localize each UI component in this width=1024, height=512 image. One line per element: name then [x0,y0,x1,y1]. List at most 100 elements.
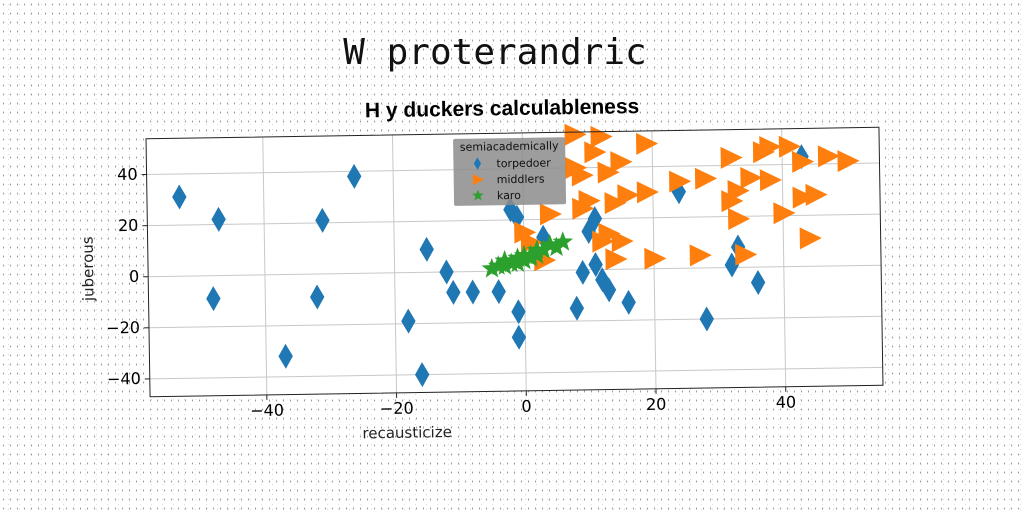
torpedoer-point [347,163,362,189]
karo-point [481,257,503,278]
legend-item-karo: karo [472,189,521,202]
karo-point [507,252,528,273]
torpedoer-point [750,269,766,295]
series-middlers [514,123,860,272]
x-tick-label: −40 [250,401,284,421]
y-grid-line [148,264,882,278]
legend-marker [473,157,482,170]
middlers-point [668,170,692,193]
legend-title: semiacademically [460,139,559,154]
torpedoer-point [511,324,527,350]
x-tick-label: 40 [776,393,797,412]
middlers-point [792,186,815,209]
torpedoer-point [621,289,636,315]
torpedoer-point [588,252,603,278]
middlers-point [759,136,782,159]
torpedoer-point [601,277,617,303]
x-axis-ticks: −40 −20 0 20 40 [250,386,797,421]
legend-item-middlers: middlers [472,173,545,187]
torpedoer-point [724,252,740,278]
legend-label: torpedoer [496,156,551,170]
middlers-point [604,192,627,215]
legend: semiacademically torpedoer middlers karo [453,137,567,206]
y-axis-label: juberous [79,236,98,302]
x-grid-line [781,128,787,387]
middlers-point [610,151,633,174]
middlers-point [778,135,801,158]
torpedoer-point [511,299,526,325]
torpedoer-point [401,308,416,334]
karo-point [546,236,567,257]
chart-title: H y duckers calculableness [365,95,640,122]
karo-point [494,250,515,270]
axes-frame [145,126,884,398]
karo-point [526,244,548,265]
middlers-point [611,230,634,253]
torpedoer-point [414,362,430,388]
middlers-point [799,227,822,250]
y-tick-label: −20 [106,318,140,338]
torpedoer-point [211,206,226,232]
figure-suptitle: W proterandric [343,32,647,73]
plot-area: H y duckers calculableness −40 −20 0 20 40 −… [79,95,884,442]
middlers-point [617,184,640,207]
middlers-point [689,244,712,267]
middlers-point [598,222,621,245]
torpedoer-point [575,259,590,285]
middlers-point [694,167,718,190]
middlers-point [597,161,620,184]
torpedoer-point [509,204,525,230]
y-axis-ticks: −40 −20 0 20 40 [106,165,150,389]
torpedoer-point [206,286,221,312]
y-grid-line [149,366,883,380]
legend-label: karo [497,189,521,202]
x-axis-label: recausticize [362,423,452,442]
middlers-point [539,203,562,226]
torpedoer-point [419,236,434,262]
middlers-point [759,169,782,192]
middlers-point [636,181,659,204]
torpedoer-point [439,259,454,285]
y-tick-label: 40 [117,165,138,184]
series-karo [481,231,574,278]
karo-point [520,247,541,267]
middlers-point [514,221,537,244]
legend-item-torpedoer: torpedoer [473,156,551,170]
x-grid-line [262,136,268,395]
torpedoer-point [465,279,481,305]
x-tick-label: 0 [521,397,531,416]
middlers-point [791,150,815,173]
middlers-point [817,145,840,168]
torpedoer-point [278,343,293,369]
y-tick-label: 0 [129,267,139,286]
torpedoer-point [569,295,585,321]
middlers-point [571,164,594,187]
karo-point [533,239,554,259]
legend-marker [472,174,484,186]
legend-label: middlers [497,173,545,187]
middlers-point [735,243,758,266]
middlers-point [740,166,763,189]
middlers-point [805,183,828,206]
middlers-point [837,150,860,173]
middlers-point [721,190,744,213]
middlers-point [727,208,751,231]
legend-box [453,137,567,206]
torpedoer-point [446,279,461,305]
x-tick-label: −20 [380,399,414,419]
middlers-point [605,248,628,271]
middlers-point [773,202,796,225]
middlers-point [578,189,601,212]
middlers-point [520,231,543,254]
middlers-point [727,179,750,202]
middlers-point [564,123,587,146]
y-tick-label: 20 [118,216,139,235]
torpedoer-point [172,184,187,210]
x-tick-label: 20 [646,395,667,414]
torpedoer-point [699,306,714,332]
middlers-point [644,247,667,270]
legend-marker [472,189,484,201]
torpedoer-point [315,207,330,233]
middlers-point [584,141,607,164]
